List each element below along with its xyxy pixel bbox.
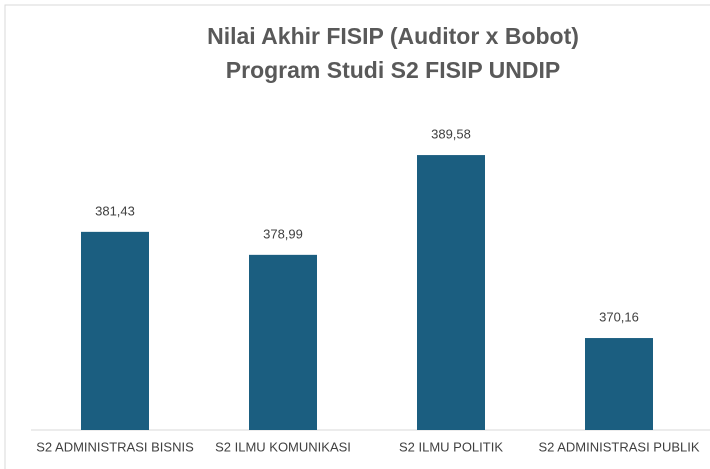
data-label: 378,99 — [263, 226, 303, 241]
x-tick-label: S2 ILMU KOMUNIKASI — [215, 439, 351, 454]
data-label: 381,43 — [95, 203, 135, 218]
bar — [417, 155, 485, 430]
x-tick-label: S2 ILMU POLITIK — [399, 439, 503, 454]
chart-subtitle: Program Studi S2 FISIP UNDIP — [226, 57, 560, 83]
data-label: 389,58 — [431, 127, 471, 142]
bar — [249, 254, 317, 430]
data-label: 370,16 — [599, 309, 639, 324]
x-tick-label: S2 ADMINISTRASI BISNIS — [36, 439, 194, 454]
bar — [81, 231, 149, 430]
x-tick-label: S2 ADMINISTRASI PUBLIK — [538, 439, 699, 454]
bar — [585, 338, 653, 430]
chart-title: Nilai Akhir FISIP (Auditor x Bobot) — [207, 23, 579, 49]
